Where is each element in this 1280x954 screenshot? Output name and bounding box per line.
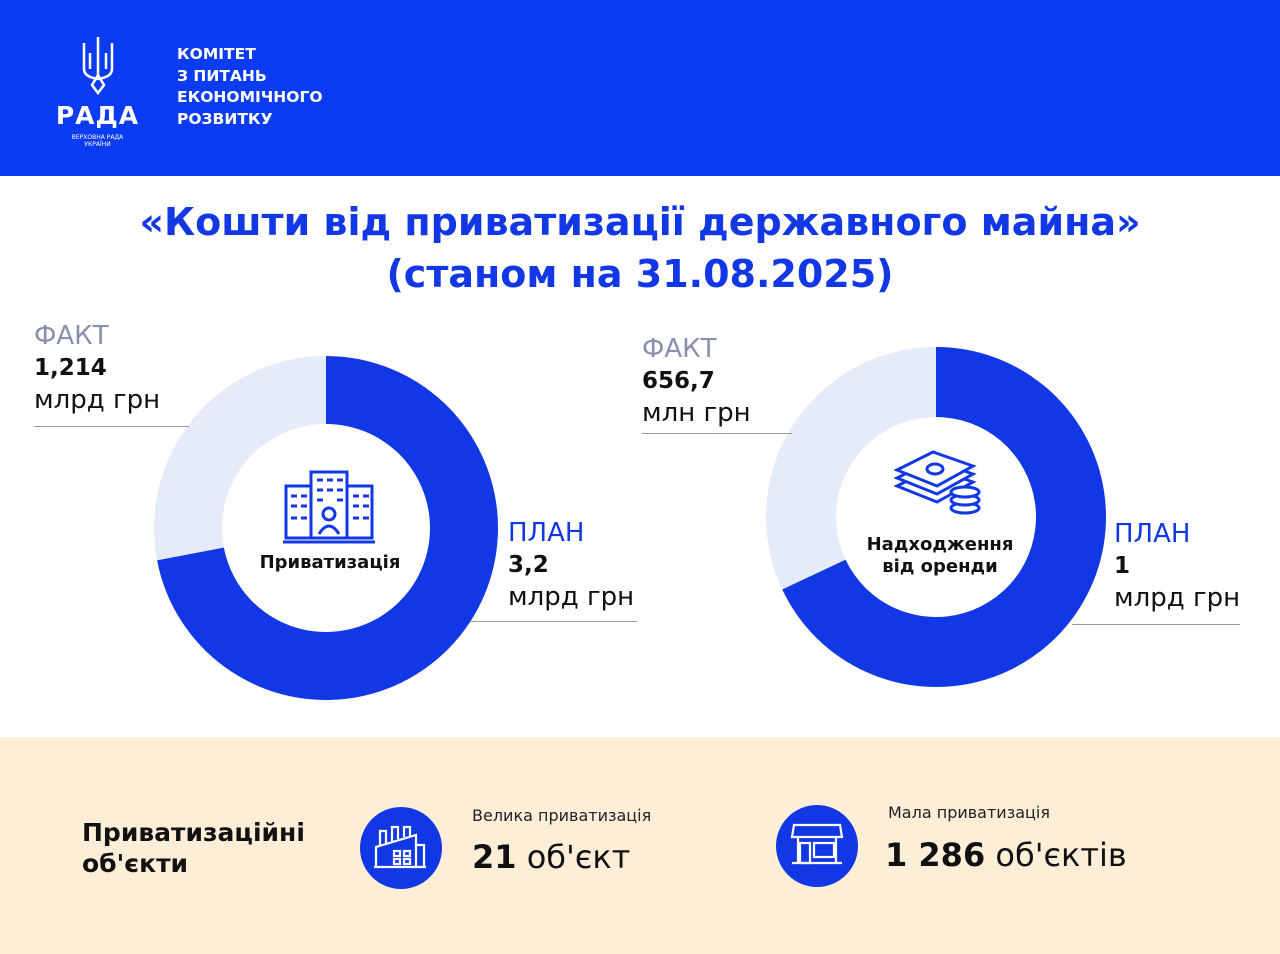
divider: [642, 433, 792, 434]
committee-name: КОМІТЕТ З ПИТАНЬ ЕКОНОМІЧНОГО РОЗВИТКУ: [177, 45, 323, 128]
divider: [1072, 624, 1240, 625]
large-privatization-count: 21 об'єкт: [472, 838, 631, 876]
plan-label-privatization: ПЛАН 3,2 млрд грн: [508, 518, 635, 612]
divider: [34, 426, 189, 427]
center-label-privatization: Приватизація: [259, 552, 401, 573]
donut-rent: [766, 347, 1106, 687]
fact-segment: [154, 356, 326, 561]
divider: [470, 621, 637, 622]
fact-label-privatization: ФАКТ 1,214 млрд грн: [34, 321, 161, 415]
page-title: «Кошти від приватизації державного майна…: [139, 200, 1141, 296]
donut-privatization: [154, 356, 498, 700]
small-privatization-caption: Мала приватизація: [888, 803, 1050, 822]
fact-segment: [766, 347, 936, 590]
building-icon: [283, 470, 375, 544]
objects-title: Приватизаційні об'єкти: [82, 818, 305, 878]
small-privatization-count: 1 286 об'єктів: [885, 836, 1127, 874]
fact-label-rent: ФАКТ 656,7 млн грн: [642, 334, 751, 428]
large-privatization-caption: Велика приватизація: [472, 806, 652, 825]
money-icon: [893, 450, 981, 515]
header: РАДА ВЕРХОВНА РАДА УКРАЇНИ КОМІТЕТ З ПИТ…: [0, 0, 1280, 176]
objects-panel: [0, 737, 1280, 954]
rada-logo: РАДА ВЕРХОВНА РАДА УКРАЇНИ: [55, 35, 140, 148]
trident-icon: [82, 37, 113, 96]
shop-icon: [776, 805, 858, 887]
plan-segment: [157, 356, 498, 700]
center-label-rent: Надходження від оренди: [866, 534, 1014, 577]
factory-icon: [360, 807, 442, 889]
plan-label-rent: ПЛАН 1 млрд грн: [1114, 519, 1241, 613]
plan-segment: [782, 347, 1106, 687]
